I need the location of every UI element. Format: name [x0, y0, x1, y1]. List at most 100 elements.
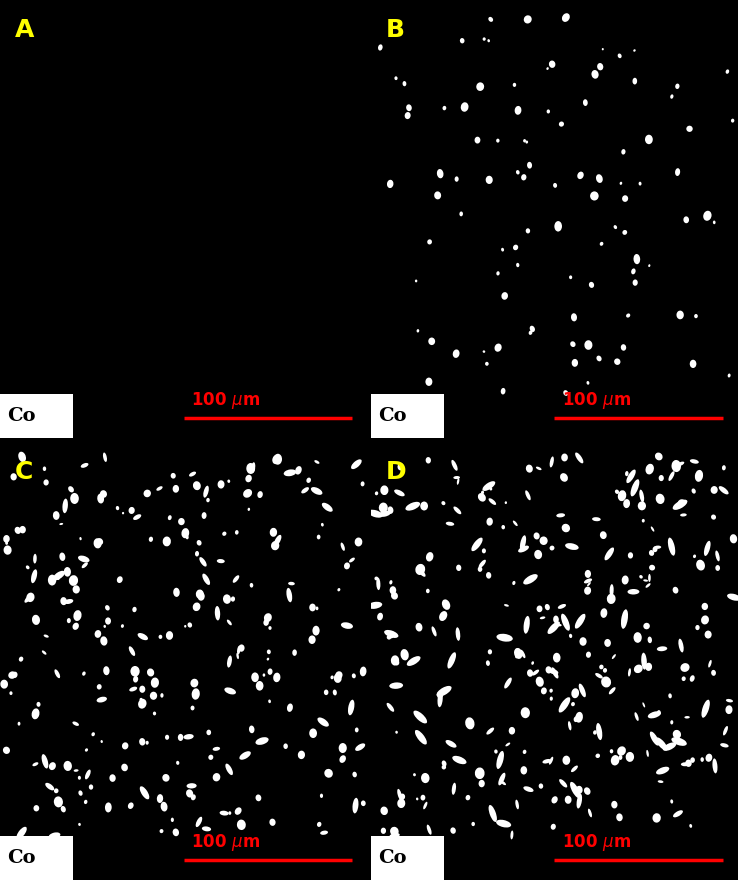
- Ellipse shape: [586, 651, 591, 658]
- Ellipse shape: [632, 77, 637, 84]
- Ellipse shape: [132, 607, 137, 612]
- Ellipse shape: [426, 552, 433, 561]
- Ellipse shape: [74, 769, 78, 772]
- Ellipse shape: [621, 149, 626, 155]
- Ellipse shape: [353, 772, 357, 777]
- Ellipse shape: [324, 690, 328, 695]
- Ellipse shape: [168, 515, 172, 520]
- Ellipse shape: [646, 464, 654, 474]
- Ellipse shape: [587, 381, 590, 385]
- Ellipse shape: [514, 106, 522, 114]
- Ellipse shape: [523, 574, 538, 584]
- Ellipse shape: [513, 245, 518, 250]
- Ellipse shape: [208, 755, 213, 760]
- Ellipse shape: [532, 670, 539, 676]
- Ellipse shape: [92, 732, 95, 737]
- Ellipse shape: [301, 488, 309, 494]
- Ellipse shape: [380, 486, 388, 495]
- Ellipse shape: [600, 532, 607, 539]
- Ellipse shape: [213, 773, 221, 781]
- Ellipse shape: [485, 362, 489, 366]
- Ellipse shape: [413, 774, 416, 776]
- Ellipse shape: [138, 699, 147, 708]
- Ellipse shape: [596, 723, 602, 740]
- Ellipse shape: [387, 506, 393, 514]
- Ellipse shape: [520, 649, 525, 658]
- Ellipse shape: [591, 70, 599, 78]
- Ellipse shape: [571, 766, 578, 772]
- Ellipse shape: [245, 475, 252, 482]
- Ellipse shape: [361, 481, 365, 487]
- Ellipse shape: [428, 338, 435, 345]
- Ellipse shape: [203, 486, 209, 498]
- Ellipse shape: [227, 480, 230, 483]
- Ellipse shape: [727, 594, 738, 601]
- Ellipse shape: [452, 460, 458, 471]
- Ellipse shape: [447, 652, 456, 669]
- Text: A: A: [15, 18, 34, 41]
- Ellipse shape: [634, 664, 643, 673]
- Ellipse shape: [49, 832, 61, 840]
- Ellipse shape: [565, 796, 571, 803]
- Ellipse shape: [374, 576, 379, 581]
- Ellipse shape: [494, 750, 497, 753]
- Ellipse shape: [689, 824, 692, 828]
- Ellipse shape: [149, 537, 153, 542]
- Ellipse shape: [489, 498, 496, 505]
- Text: 100 $\mu$m: 100 $\mu$m: [562, 390, 631, 411]
- Ellipse shape: [498, 773, 506, 785]
- Ellipse shape: [355, 728, 359, 732]
- Ellipse shape: [139, 698, 142, 701]
- Ellipse shape: [553, 183, 557, 187]
- Ellipse shape: [562, 524, 570, 532]
- Ellipse shape: [638, 181, 641, 186]
- Ellipse shape: [352, 673, 356, 678]
- Ellipse shape: [217, 559, 225, 563]
- Ellipse shape: [44, 480, 49, 486]
- Text: 100 $\mu$m: 100 $\mu$m: [191, 832, 260, 854]
- Ellipse shape: [442, 760, 446, 766]
- Ellipse shape: [731, 119, 734, 122]
- Ellipse shape: [237, 819, 246, 830]
- Ellipse shape: [78, 790, 83, 796]
- Ellipse shape: [317, 535, 320, 539]
- Ellipse shape: [15, 527, 21, 534]
- Ellipse shape: [387, 703, 394, 712]
- Ellipse shape: [652, 546, 658, 552]
- Ellipse shape: [85, 748, 88, 752]
- Ellipse shape: [523, 139, 526, 143]
- Ellipse shape: [206, 498, 210, 502]
- Ellipse shape: [542, 759, 551, 764]
- Ellipse shape: [309, 604, 316, 612]
- Ellipse shape: [701, 615, 709, 625]
- Ellipse shape: [73, 610, 82, 621]
- Ellipse shape: [246, 463, 255, 474]
- Ellipse shape: [496, 820, 511, 827]
- Ellipse shape: [446, 740, 457, 748]
- Ellipse shape: [239, 752, 251, 759]
- Ellipse shape: [612, 654, 616, 659]
- Ellipse shape: [655, 452, 663, 460]
- Ellipse shape: [129, 686, 137, 692]
- Ellipse shape: [551, 667, 559, 678]
- Ellipse shape: [271, 541, 279, 550]
- Ellipse shape: [59, 553, 66, 561]
- Ellipse shape: [590, 191, 599, 201]
- Ellipse shape: [196, 590, 204, 599]
- Ellipse shape: [537, 605, 542, 612]
- Ellipse shape: [524, 15, 531, 24]
- Ellipse shape: [406, 105, 412, 111]
- Ellipse shape: [704, 541, 711, 556]
- Ellipse shape: [227, 656, 232, 668]
- Ellipse shape: [610, 584, 614, 597]
- Ellipse shape: [561, 613, 570, 631]
- Ellipse shape: [231, 597, 235, 602]
- Ellipse shape: [41, 754, 48, 768]
- Ellipse shape: [486, 572, 492, 579]
- Ellipse shape: [201, 512, 207, 519]
- Ellipse shape: [617, 746, 626, 756]
- Ellipse shape: [85, 769, 91, 780]
- Ellipse shape: [353, 798, 359, 813]
- Ellipse shape: [380, 807, 388, 815]
- Ellipse shape: [481, 491, 484, 495]
